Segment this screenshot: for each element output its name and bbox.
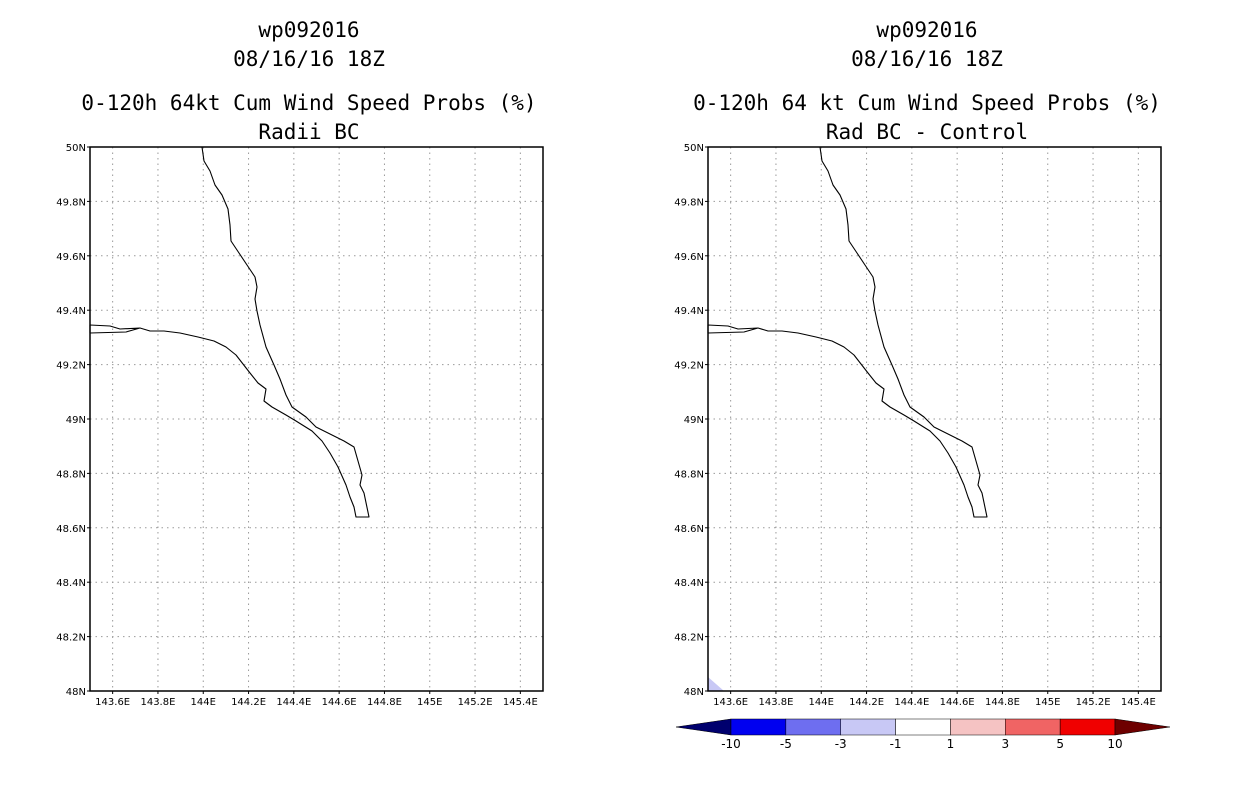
colorbar-swatch <box>950 718 1006 736</box>
left-title-sub: Radii BC <box>258 120 359 144</box>
colorbar-swatch <box>1059 718 1116 736</box>
lon-tick-label: 145.2E <box>1076 697 1111 708</box>
colorbar-arrow-high <box>1114 718 1171 736</box>
right-gridlines <box>708 147 1161 691</box>
lon-tick-label: 145E <box>1035 697 1060 708</box>
colorbar-label: 10 <box>1107 737 1122 751</box>
lat-tick-label: 49.4N <box>56 306 86 317</box>
lon-tick-label: 144.4E <box>894 697 929 708</box>
lat-tick-label: 49.4N <box>674 306 704 317</box>
lon-tick-label: 144.8E <box>367 697 402 708</box>
lat-tick-label: 48.2N <box>674 633 704 644</box>
lon-tick-label: 143.8E <box>758 697 793 708</box>
right-coastline-west <box>707 324 759 334</box>
lon-tick-label: 145.4E <box>503 697 538 708</box>
lat-tick-label: 49.8N <box>674 197 704 208</box>
axis-tick-labels: 50N 49.8N 49.6N 49.4N 49.2N 49N 48.8N 48.6N 48.4… <box>56 143 1156 708</box>
left-coastline-west <box>89 324 141 334</box>
right-title-product: 0-120h 64 kt Cum Wind Speed Probs (%) <box>693 91 1161 115</box>
lat-tick-label: 48.4N <box>56 578 86 589</box>
colorbar-label: -1 <box>890 737 902 751</box>
lon-tick-label: 144E <box>809 697 834 708</box>
lon-tick-label: 145E <box>417 697 442 708</box>
right-difference-shading <box>708 677 724 691</box>
lon-tick-label: 145.4E <box>1121 697 1156 708</box>
colorbar-label: 3 <box>1001 737 1009 751</box>
colorbar-label: -3 <box>835 737 847 751</box>
colorbar-label: -10 <box>721 737 741 751</box>
lon-tick-label: 144.4E <box>276 697 311 708</box>
lat-tick-label: 50N <box>66 143 86 154</box>
colorbar-swatch <box>895 718 951 736</box>
lat-tick-label: 49N <box>66 415 86 426</box>
colorbar-arrow-low <box>675 718 732 736</box>
right-coastline-shore <box>757 146 988 518</box>
lat-tick-label: 48.2N <box>56 633 86 644</box>
colorbar: -10 -5 -3 -1 1 3 5 10 <box>675 718 1171 751</box>
left-title-storm: wp092016 <box>258 18 359 42</box>
colorbar-swatch <box>1005 718 1061 736</box>
colorbar-swatch <box>840 718 896 736</box>
lat-tick-label: 50N <box>684 143 704 154</box>
lon-tick-label: 144.2E <box>849 697 884 708</box>
lat-tick-label: 49.6N <box>56 252 86 263</box>
colorbar-swatch <box>730 718 787 736</box>
lon-tick-label: 143.8E <box>140 697 175 708</box>
lon-tick-label: 143.6E <box>95 697 130 708</box>
left-title-product: 0-120h 64kt Cum Wind Speed Probs (%) <box>81 91 536 115</box>
lon-tick-label: 144.6E <box>322 697 357 708</box>
right-title-storm: wp092016 <box>876 18 977 42</box>
colorbar-label: -5 <box>780 737 792 751</box>
colorbar-label: 5 <box>1056 737 1064 751</box>
left-coastline-shore <box>139 146 370 518</box>
right-title-time: 08/16/16 18Z <box>851 47 1003 71</box>
left-gridlines <box>90 147 543 691</box>
lat-tick-label: 48.4N <box>674 578 704 589</box>
left-map-panel <box>89 146 544 692</box>
lon-tick-label: 144.2E <box>231 697 266 708</box>
lon-tick-label: 145.2E <box>458 697 493 708</box>
lon-tick-label: 143.6E <box>713 697 748 708</box>
lat-tick-label: 49.6N <box>674 252 704 263</box>
colorbar-label: 1 <box>947 737 955 751</box>
colorbar-swatch <box>785 718 841 736</box>
lat-tick-label: 49.2N <box>674 361 704 372</box>
lon-tick-label: 144.6E <box>940 697 975 708</box>
lat-tick-label: 49.8N <box>56 197 86 208</box>
lat-tick-label: 48N <box>684 687 704 698</box>
lat-tick-label: 48N <box>66 687 86 698</box>
lat-tick-label: 48.6N <box>56 524 86 535</box>
lat-tick-label: 49.2N <box>56 361 86 372</box>
lat-tick-label: 48.8N <box>674 469 704 480</box>
lon-tick-label: 144E <box>191 697 216 708</box>
left-title-time: 08/16/16 18Z <box>233 47 385 71</box>
lat-tick-label: 49N <box>684 415 704 426</box>
right-map-panel <box>707 146 1162 692</box>
lat-tick-label: 48.6N <box>674 524 704 535</box>
lon-tick-label: 144.8E <box>985 697 1020 708</box>
lat-tick-label: 48.8N <box>56 469 86 480</box>
right-title-sub: Rad BC - Control <box>826 120 1028 144</box>
